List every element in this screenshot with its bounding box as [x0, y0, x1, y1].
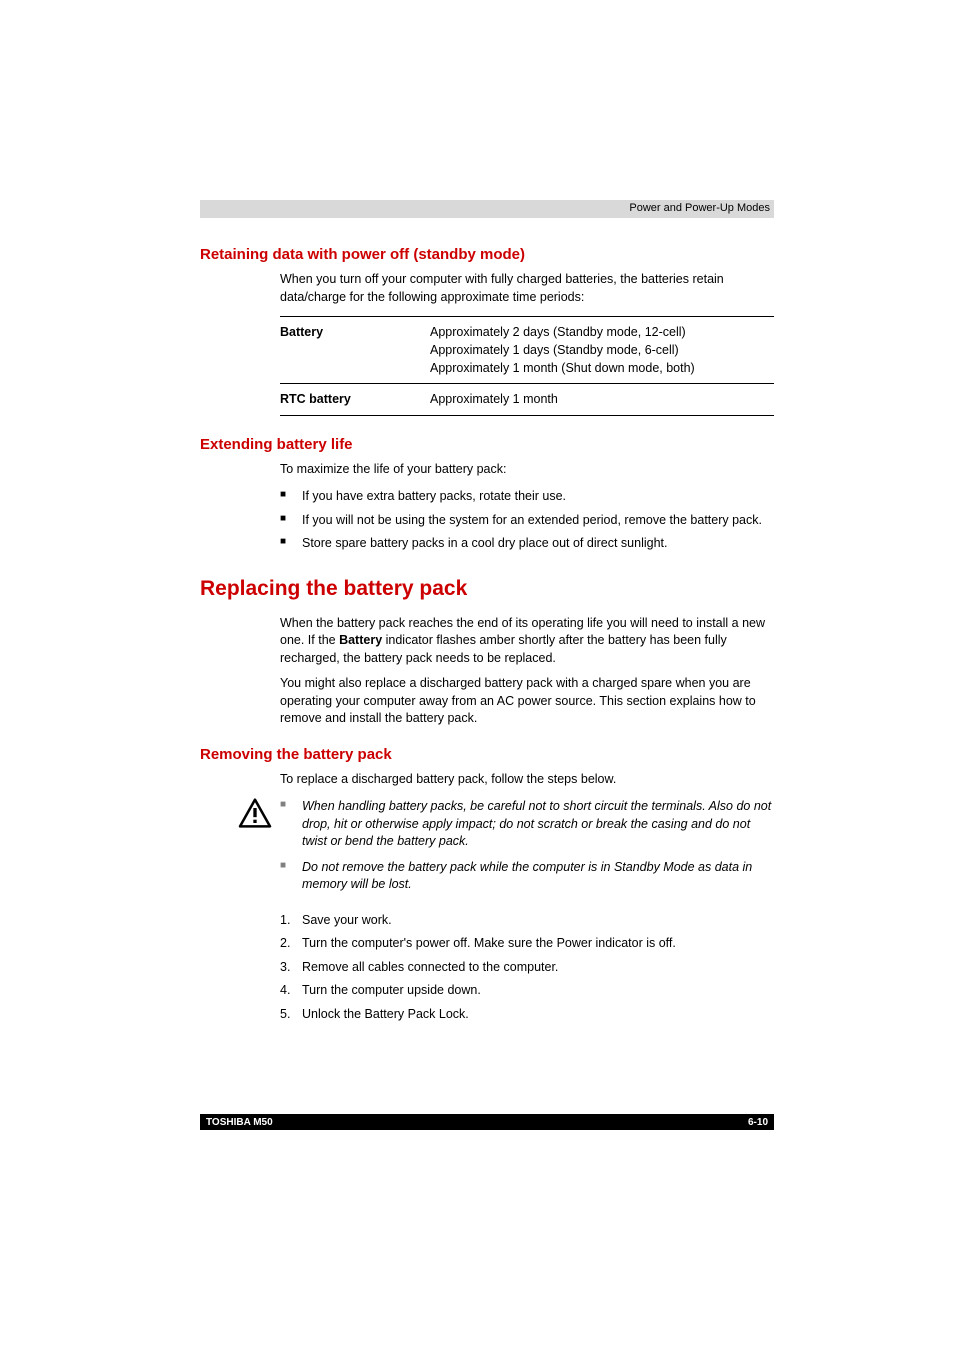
- list-item: Store spare battery packs in a cool dry …: [280, 535, 774, 553]
- table-label: Battery: [280, 317, 430, 384]
- list-item: 3.Remove all cables connected to the com…: [280, 959, 774, 977]
- footer-right: 6-10: [748, 1117, 768, 1128]
- footer-left: TOSHIBA M50: [206, 1117, 273, 1128]
- caution-icon: [238, 798, 272, 828]
- list-item: 1.Save your work.: [280, 912, 774, 930]
- replacing-p1: When the battery pack reaches the end of…: [280, 615, 774, 668]
- table-row: RTC battery Approximately 1 month: [280, 384, 774, 415]
- list-item: If you have extra battery packs, rotate …: [280, 488, 774, 506]
- caution-list: When handling battery packs, be careful …: [280, 798, 774, 902]
- removing-intro: To replace a discharged battery pack, fo…: [280, 771, 774, 789]
- list-item: 2.Turn the computer's power off. Make su…: [280, 935, 774, 953]
- heading-extending: Extending battery life: [200, 436, 774, 453]
- caution-block: When handling battery packs, be careful …: [238, 798, 774, 902]
- chapter-header-bar: Power and Power-Up Modes: [200, 200, 774, 218]
- heading-removing: Removing the battery pack: [200, 746, 774, 763]
- list-item: 4.Turn the computer upside down.: [280, 982, 774, 1000]
- list-item: If you will not be using the system for …: [280, 512, 774, 530]
- page-footer: TOSHIBA M50 6-10: [200, 1114, 774, 1130]
- heading-retaining-data: Retaining data with power off (standby m…: [200, 246, 774, 263]
- table-row: Battery Approximately 2 days (Standby mo…: [280, 317, 774, 384]
- removing-steps: 1.Save your work. 2.Turn the computer's …: [280, 912, 774, 1024]
- extending-intro: To maximize the life of your battery pac…: [280, 461, 774, 479]
- battery-spec-table: Battery Approximately 2 days (Standby mo…: [280, 316, 774, 416]
- extending-bullets: If you have extra battery packs, rotate …: [280, 488, 774, 553]
- list-item: Do not remove the battery pack while the…: [280, 859, 774, 894]
- list-item: When handling battery packs, be careful …: [280, 798, 774, 851]
- chapter-header-text: Power and Power-Up Modes: [629, 202, 770, 214]
- table-label: RTC battery: [280, 384, 430, 415]
- table-value: Approximately 2 days (Standby mode, 12-c…: [430, 317, 774, 384]
- heading-replacing: Replacing the battery pack: [200, 577, 774, 601]
- retaining-intro: When you turn off your computer with ful…: [280, 271, 774, 306]
- replacing-p2: You might also replace a discharged batt…: [280, 675, 774, 728]
- table-value: Approximately 1 month: [430, 384, 774, 415]
- list-item: 5.Unlock the Battery Pack Lock.: [280, 1006, 774, 1024]
